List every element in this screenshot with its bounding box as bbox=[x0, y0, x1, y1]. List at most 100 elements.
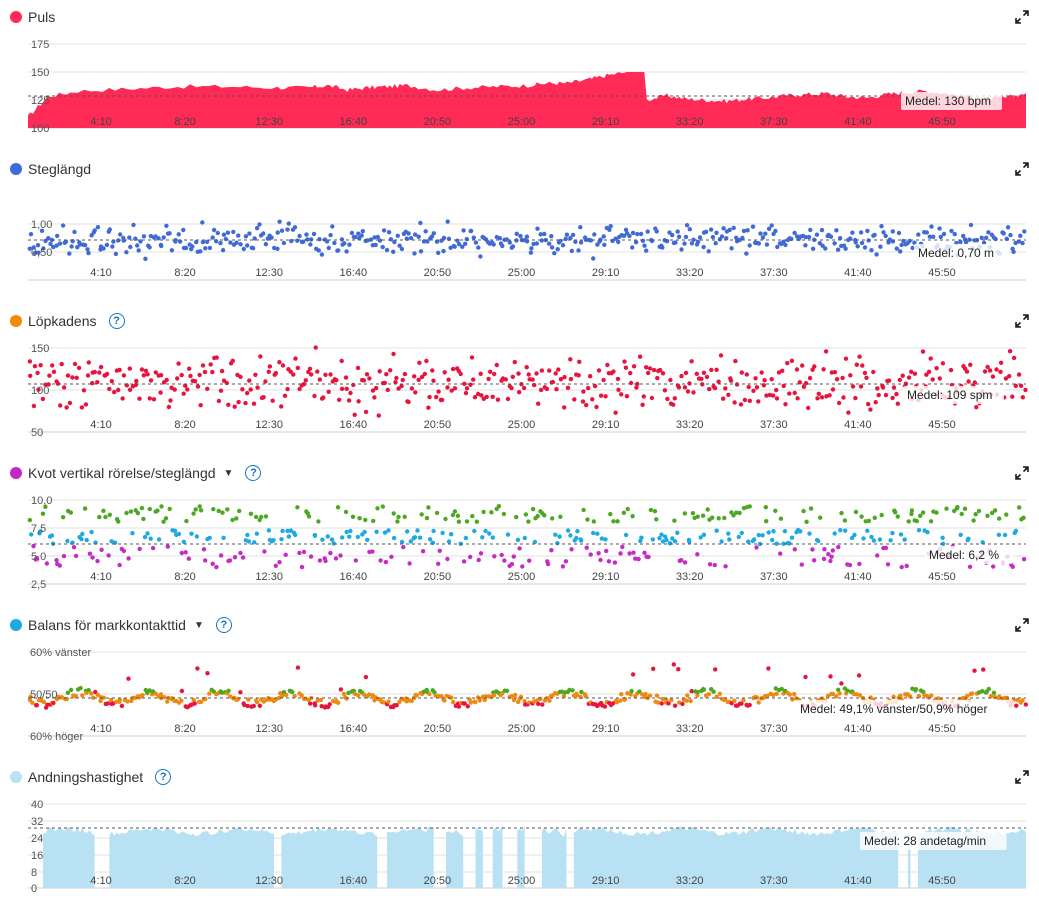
data-point bbox=[958, 532, 963, 537]
data-point bbox=[564, 232, 570, 237]
data-point bbox=[408, 235, 414, 241]
data-point bbox=[383, 559, 389, 565]
data-point bbox=[662, 388, 668, 393]
data-point bbox=[1022, 229, 1027, 234]
data-point bbox=[456, 519, 462, 524]
data-point bbox=[706, 692, 712, 697]
expand-icon[interactable] bbox=[1015, 314, 1029, 328]
data-point bbox=[117, 367, 122, 373]
data-point bbox=[279, 404, 284, 409]
data-point bbox=[823, 246, 828, 251]
data-point bbox=[857, 561, 862, 567]
data-point bbox=[267, 364, 273, 369]
help-icon[interactable]: ? bbox=[245, 465, 262, 481]
data-point bbox=[714, 230, 719, 235]
data-point bbox=[155, 508, 160, 513]
data-point bbox=[510, 374, 515, 379]
data-point bbox=[211, 507, 216, 512]
data-point bbox=[101, 695, 106, 700]
data-point bbox=[828, 674, 833, 679]
data-point bbox=[623, 227, 629, 232]
expand-icon[interactable] bbox=[1015, 770, 1029, 784]
data-point bbox=[726, 531, 731, 536]
data-point bbox=[698, 535, 703, 540]
data-point bbox=[297, 550, 302, 556]
data-point bbox=[644, 248, 649, 253]
data-point bbox=[36, 387, 41, 392]
chart-title-balans[interactable]: Balans för markkontakttid ▼? bbox=[10, 614, 232, 636]
data-point bbox=[484, 394, 489, 400]
x-tick-label: 12:30 bbox=[255, 875, 283, 887]
data-point bbox=[615, 376, 621, 382]
data-point bbox=[219, 690, 225, 695]
data-point bbox=[215, 230, 220, 236]
data-point bbox=[195, 384, 201, 389]
data-point bbox=[263, 514, 269, 519]
data-point bbox=[929, 693, 934, 698]
data-point bbox=[670, 232, 675, 238]
data-point bbox=[550, 379, 556, 385]
data-point bbox=[72, 361, 78, 367]
data-point bbox=[552, 251, 557, 256]
data-point bbox=[207, 535, 212, 541]
data-point bbox=[996, 532, 1002, 537]
chart-title-text: Balans för markkontakttid bbox=[28, 617, 186, 633]
expand-icon[interactable] bbox=[1015, 618, 1029, 632]
data-point bbox=[301, 382, 307, 387]
data-point bbox=[253, 372, 258, 377]
data-point bbox=[754, 545, 759, 550]
data-point bbox=[1011, 355, 1017, 361]
data-point bbox=[375, 234, 380, 240]
help-icon[interactable]: ? bbox=[155, 769, 172, 785]
chart-title-kvot[interactable]: Kvot vertikal rörelse/steglängd ▼? bbox=[10, 462, 262, 484]
area-series-andning bbox=[43, 827, 95, 888]
data-point bbox=[179, 698, 184, 703]
data-point bbox=[344, 386, 349, 391]
data-point bbox=[86, 688, 91, 693]
data-point bbox=[783, 242, 788, 248]
data-point bbox=[622, 696, 628, 702]
data-point bbox=[347, 242, 352, 247]
data-point bbox=[471, 235, 476, 240]
data-point bbox=[822, 547, 827, 552]
data-point bbox=[1023, 702, 1028, 707]
data-point bbox=[400, 377, 405, 383]
data-point bbox=[774, 396, 780, 401]
data-point bbox=[159, 243, 164, 249]
data-point bbox=[648, 507, 654, 513]
data-point bbox=[798, 529, 803, 534]
data-point bbox=[236, 696, 241, 702]
data-point bbox=[843, 356, 849, 361]
data-point bbox=[607, 227, 612, 232]
expand-icon[interactable] bbox=[1015, 162, 1029, 176]
data-point bbox=[890, 229, 895, 234]
data-point bbox=[418, 220, 423, 226]
data-point bbox=[391, 249, 396, 254]
data-point bbox=[982, 369, 988, 374]
data-point bbox=[442, 370, 447, 375]
data-point bbox=[885, 562, 891, 567]
expand-icon[interactable] bbox=[1015, 10, 1029, 24]
dropdown-caret-icon[interactable]: ▼ bbox=[193, 619, 204, 631]
data-point bbox=[731, 225, 736, 231]
x-tick-label: 8:20 bbox=[174, 267, 195, 279]
data-point bbox=[384, 247, 390, 253]
help-icon[interactable]: ? bbox=[108, 313, 125, 329]
data-point bbox=[925, 530, 930, 535]
help-icon[interactable]: ? bbox=[215, 617, 232, 633]
data-point bbox=[713, 241, 718, 246]
data-point bbox=[619, 692, 624, 697]
data-point bbox=[578, 240, 584, 245]
data-point bbox=[676, 667, 681, 672]
data-point bbox=[61, 553, 67, 559]
data-point bbox=[439, 694, 444, 699]
dropdown-caret-icon[interactable]: ▼ bbox=[223, 467, 234, 479]
data-point bbox=[534, 371, 539, 376]
data-point bbox=[220, 510, 225, 515]
data-point bbox=[328, 550, 333, 556]
expand-icon[interactable] bbox=[1015, 466, 1029, 480]
data-point bbox=[792, 390, 797, 396]
data-point bbox=[795, 396, 800, 401]
data-point bbox=[173, 238, 178, 243]
data-point bbox=[183, 550, 188, 555]
